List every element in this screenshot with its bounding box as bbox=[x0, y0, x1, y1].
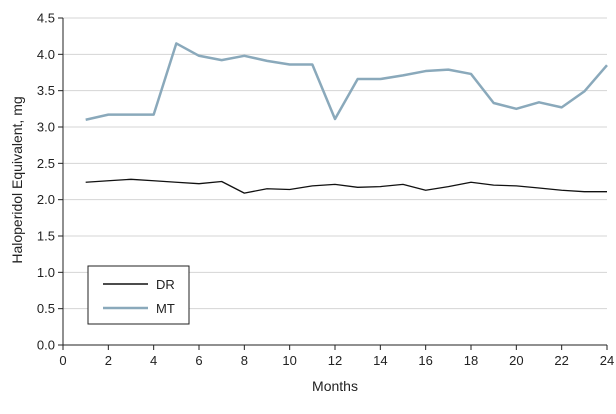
y-tick-label: 3.5 bbox=[37, 83, 55, 98]
x-tick-label: 6 bbox=[195, 353, 202, 368]
gridlines bbox=[63, 17, 607, 310]
x-tick-label: 16 bbox=[418, 353, 432, 368]
y-tick-label: 0.5 bbox=[37, 301, 55, 316]
x-tick-label: 8 bbox=[241, 353, 248, 368]
y-tick-label: 2.0 bbox=[37, 192, 55, 207]
y-tick-label: 1.0 bbox=[37, 265, 55, 280]
legend-box bbox=[87, 265, 190, 325]
y-tick-label: 0.0 bbox=[37, 338, 55, 353]
y-tick-label: 4.0 bbox=[37, 47, 55, 62]
x-tick-label: 2 bbox=[105, 353, 112, 368]
x-tick-label: 20 bbox=[509, 353, 523, 368]
legend-label-mt: MT bbox=[156, 301, 175, 316]
series-line-mt bbox=[85, 42, 608, 121]
y-tick-label: 1.5 bbox=[37, 229, 55, 244]
x-tick-label: 18 bbox=[464, 353, 478, 368]
x-axis-title: Months bbox=[312, 378, 358, 394]
legend-label-dr: DR bbox=[156, 277, 175, 292]
y-tick-label: 3.0 bbox=[37, 120, 55, 135]
x-tick-label: 4 bbox=[150, 353, 157, 368]
y-tick-label: 2.5 bbox=[37, 156, 55, 171]
x-tick-label: 10 bbox=[282, 353, 296, 368]
series-line-dr bbox=[85, 178, 607, 194]
axes: 0.00.51.01.52.02.53.03.54.04.50 2 4 6 8 10 12 1… bbox=[37, 11, 614, 369]
y-axis-title: Haloperidol Equivalent, mg bbox=[9, 96, 25, 263]
series-lines bbox=[85, 42, 608, 194]
x-tick-label: 22 bbox=[554, 353, 568, 368]
x-tick-label: 12 bbox=[328, 353, 342, 368]
legend: DR MT bbox=[87, 265, 190, 325]
x-tick-label: 0 bbox=[59, 353, 66, 368]
y-tick-label: 4.5 bbox=[37, 11, 55, 26]
x-tick-label: 14 bbox=[373, 353, 387, 368]
x-tick-label: 24 bbox=[600, 353, 614, 368]
